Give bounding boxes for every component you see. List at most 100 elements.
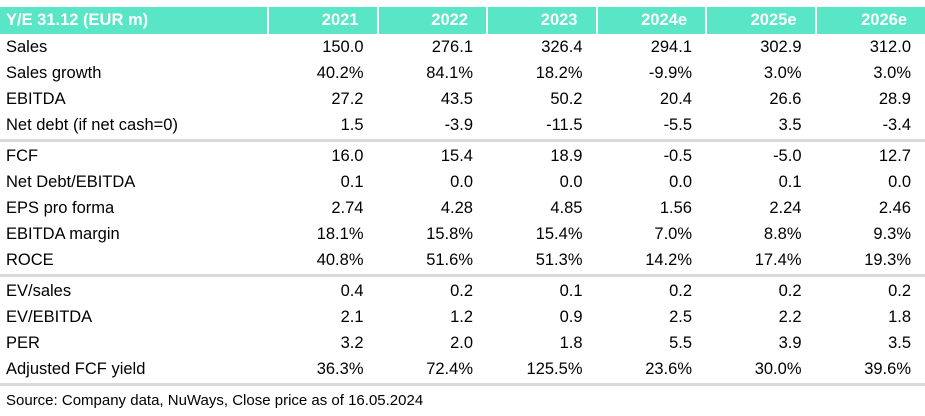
row-label: ROCE (6, 250, 54, 269)
header-year-2022: 2022 (376, 7, 487, 34)
value-cell: 3.5 (888, 333, 911, 352)
value-cell: 18.1% (316, 224, 364, 243)
value-cell: 0.2 (450, 281, 473, 300)
value-cell: 40.2% (316, 63, 364, 82)
value-cell: 19.3% (864, 250, 911, 269)
value-cell: 2.74 (331, 198, 364, 217)
value-cell: 3.0% (873, 63, 911, 82)
row-label: EV/EBITDA (6, 307, 93, 326)
section-separator (0, 273, 925, 278)
table-row-net-debt: Net debt (if net cash=0) 1.5 -3.9 -11.5 … (0, 112, 925, 138)
value-cell: 0.2 (888, 281, 911, 300)
table-row-sales-growth: Sales growth 40.2% 84.1% 18.2% -9.9% 3.0… (0, 60, 925, 86)
value-cell: 0.1 (340, 172, 364, 191)
row-label: EBITDA margin (6, 224, 120, 243)
value-cell: -5.5 (663, 115, 692, 134)
table-row-eps-pro-forma: EPS pro forma 2.74 4.28 4.85 1.56 2.24 2… (0, 195, 925, 221)
value-cell: 8.8% (763, 224, 802, 243)
value-cell: 1.5 (340, 115, 364, 134)
value-cell: 0.0 (888, 172, 911, 191)
value-cell: 0.9 (559, 307, 583, 326)
row-label: Sales (6, 37, 48, 56)
value-cell: -11.5 (546, 115, 583, 134)
value-cell: 0.0 (669, 172, 692, 191)
row-label: Net debt (if net cash=0) (6, 115, 178, 134)
value-cell: 30.0% (754, 359, 802, 378)
value-cell: 23.6% (645, 359, 692, 378)
value-cell: 50.2 (550, 89, 583, 108)
value-cell: 0.4 (340, 281, 364, 300)
value-cell: 4.85 (550, 198, 583, 217)
header-year-2023: 2023 (486, 7, 597, 34)
value-cell: 15.4% (535, 224, 583, 243)
header-year-2024e: 2024e (595, 7, 706, 34)
value-cell: 18.2% (535, 63, 583, 82)
table-row-fcf: FCF 16.0 15.4 18.9 -0.5 -5.0 12.7 (0, 143, 925, 169)
value-cell: -5.0 (773, 146, 802, 165)
row-label: EPS pro forma (6, 198, 115, 217)
value-cell: 1.2 (450, 307, 473, 326)
value-cell: 1.56 (659, 198, 692, 217)
value-cell: -3.4 (882, 115, 911, 134)
value-cell: 20.4 (659, 89, 692, 108)
value-cell: 3.2 (340, 333, 364, 352)
row-label: EBITDA (6, 89, 66, 108)
value-cell: -3.9 (444, 115, 473, 134)
table-row-ebitda-margin: EBITDA margin 18.1% 15.8% 15.4% 7.0% 8.8… (0, 221, 925, 247)
value-cell: 1.8 (888, 307, 911, 326)
row-label: EV/sales (6, 281, 72, 300)
value-cell: 51.6% (426, 250, 473, 269)
value-cell: 276.1 (431, 37, 473, 56)
value-cell: 27.2 (331, 89, 364, 108)
table-title: Y/E 31.12 (EUR m) (0, 7, 268, 34)
table-row-ev-ebitda: EV/EBITDA 2.1 1.2 0.9 2.5 2.2 1.8 (0, 304, 925, 330)
value-cell: 302.9 (760, 37, 802, 56)
value-cell: -0.5 (663, 146, 692, 165)
table-row-ebitda: EBITDA 27.2 43.5 50.2 20.4 26.6 28.9 (0, 86, 925, 112)
value-cell: 125.5% (526, 359, 583, 378)
row-label: Net Debt/EBITDA (6, 172, 136, 191)
table-row-sales: Sales 150.0 276.1 326.4 294.1 302.9 312.… (0, 34, 925, 60)
value-cell: 3.9 (778, 333, 802, 352)
value-cell: 40.8% (316, 250, 364, 269)
value-cell: 2.46 (878, 198, 911, 217)
value-cell: 17.4% (754, 250, 802, 269)
row-label: Adjusted FCF yield (6, 359, 146, 378)
value-cell: 26.6 (769, 89, 802, 108)
value-cell: 15.4 (440, 146, 473, 165)
value-cell: 43.5 (440, 89, 473, 108)
value-cell: 72.4% (426, 359, 473, 378)
value-cell: 2.0 (450, 333, 473, 352)
header-row: Y/E 31.12 (EUR m) 2021 2022 2023 2024e 2… (0, 7, 925, 34)
financials-table: Y/E 31.12 (EUR m) 2021 2022 2023 2024e 2… (0, 7, 925, 387)
header-year-2025e: 2025e (705, 7, 816, 34)
value-cell: 2.24 (769, 198, 802, 217)
value-cell: 1.8 (559, 333, 583, 352)
row-label: PER (6, 333, 40, 352)
value-cell: 7.0% (654, 224, 692, 243)
value-cell: 18.9 (550, 146, 583, 165)
value-cell: 2.1 (340, 307, 364, 326)
value-cell: 294.1 (650, 37, 692, 56)
row-label: FCF (6, 146, 39, 165)
value-cell: 39.6% (864, 359, 911, 378)
table-row-adjusted-fcf-yield: Adjusted FCF yield 36.3% 72.4% 125.5% 23… (0, 356, 925, 382)
header-year-2026e: 2026e (814, 7, 925, 34)
table-row-per: PER 3.2 2.0 1.8 5.5 3.9 3.5 (0, 330, 925, 356)
value-cell: 312.0 (869, 37, 911, 56)
row-label: Sales growth (6, 63, 102, 82)
table-row-net-debt-ebitda: Net Debt/EBITDA 0.1 0.0 0.0 0.0 0.1 0.0 (0, 169, 925, 195)
value-cell: 16.0 (331, 146, 364, 165)
value-cell: 0.2 (669, 281, 692, 300)
value-cell: 51.3% (535, 250, 583, 269)
value-cell: 9.3% (873, 224, 911, 243)
value-cell: 28.9 (878, 89, 911, 108)
value-cell: 12.7 (878, 146, 911, 165)
value-cell: 4.28 (440, 198, 473, 217)
value-cell: 0.2 (778, 281, 802, 300)
value-cell: 0.0 (559, 172, 583, 191)
value-cell: 84.1% (426, 63, 473, 82)
section-separator (0, 138, 925, 143)
value-cell: 150.0 (322, 37, 364, 56)
